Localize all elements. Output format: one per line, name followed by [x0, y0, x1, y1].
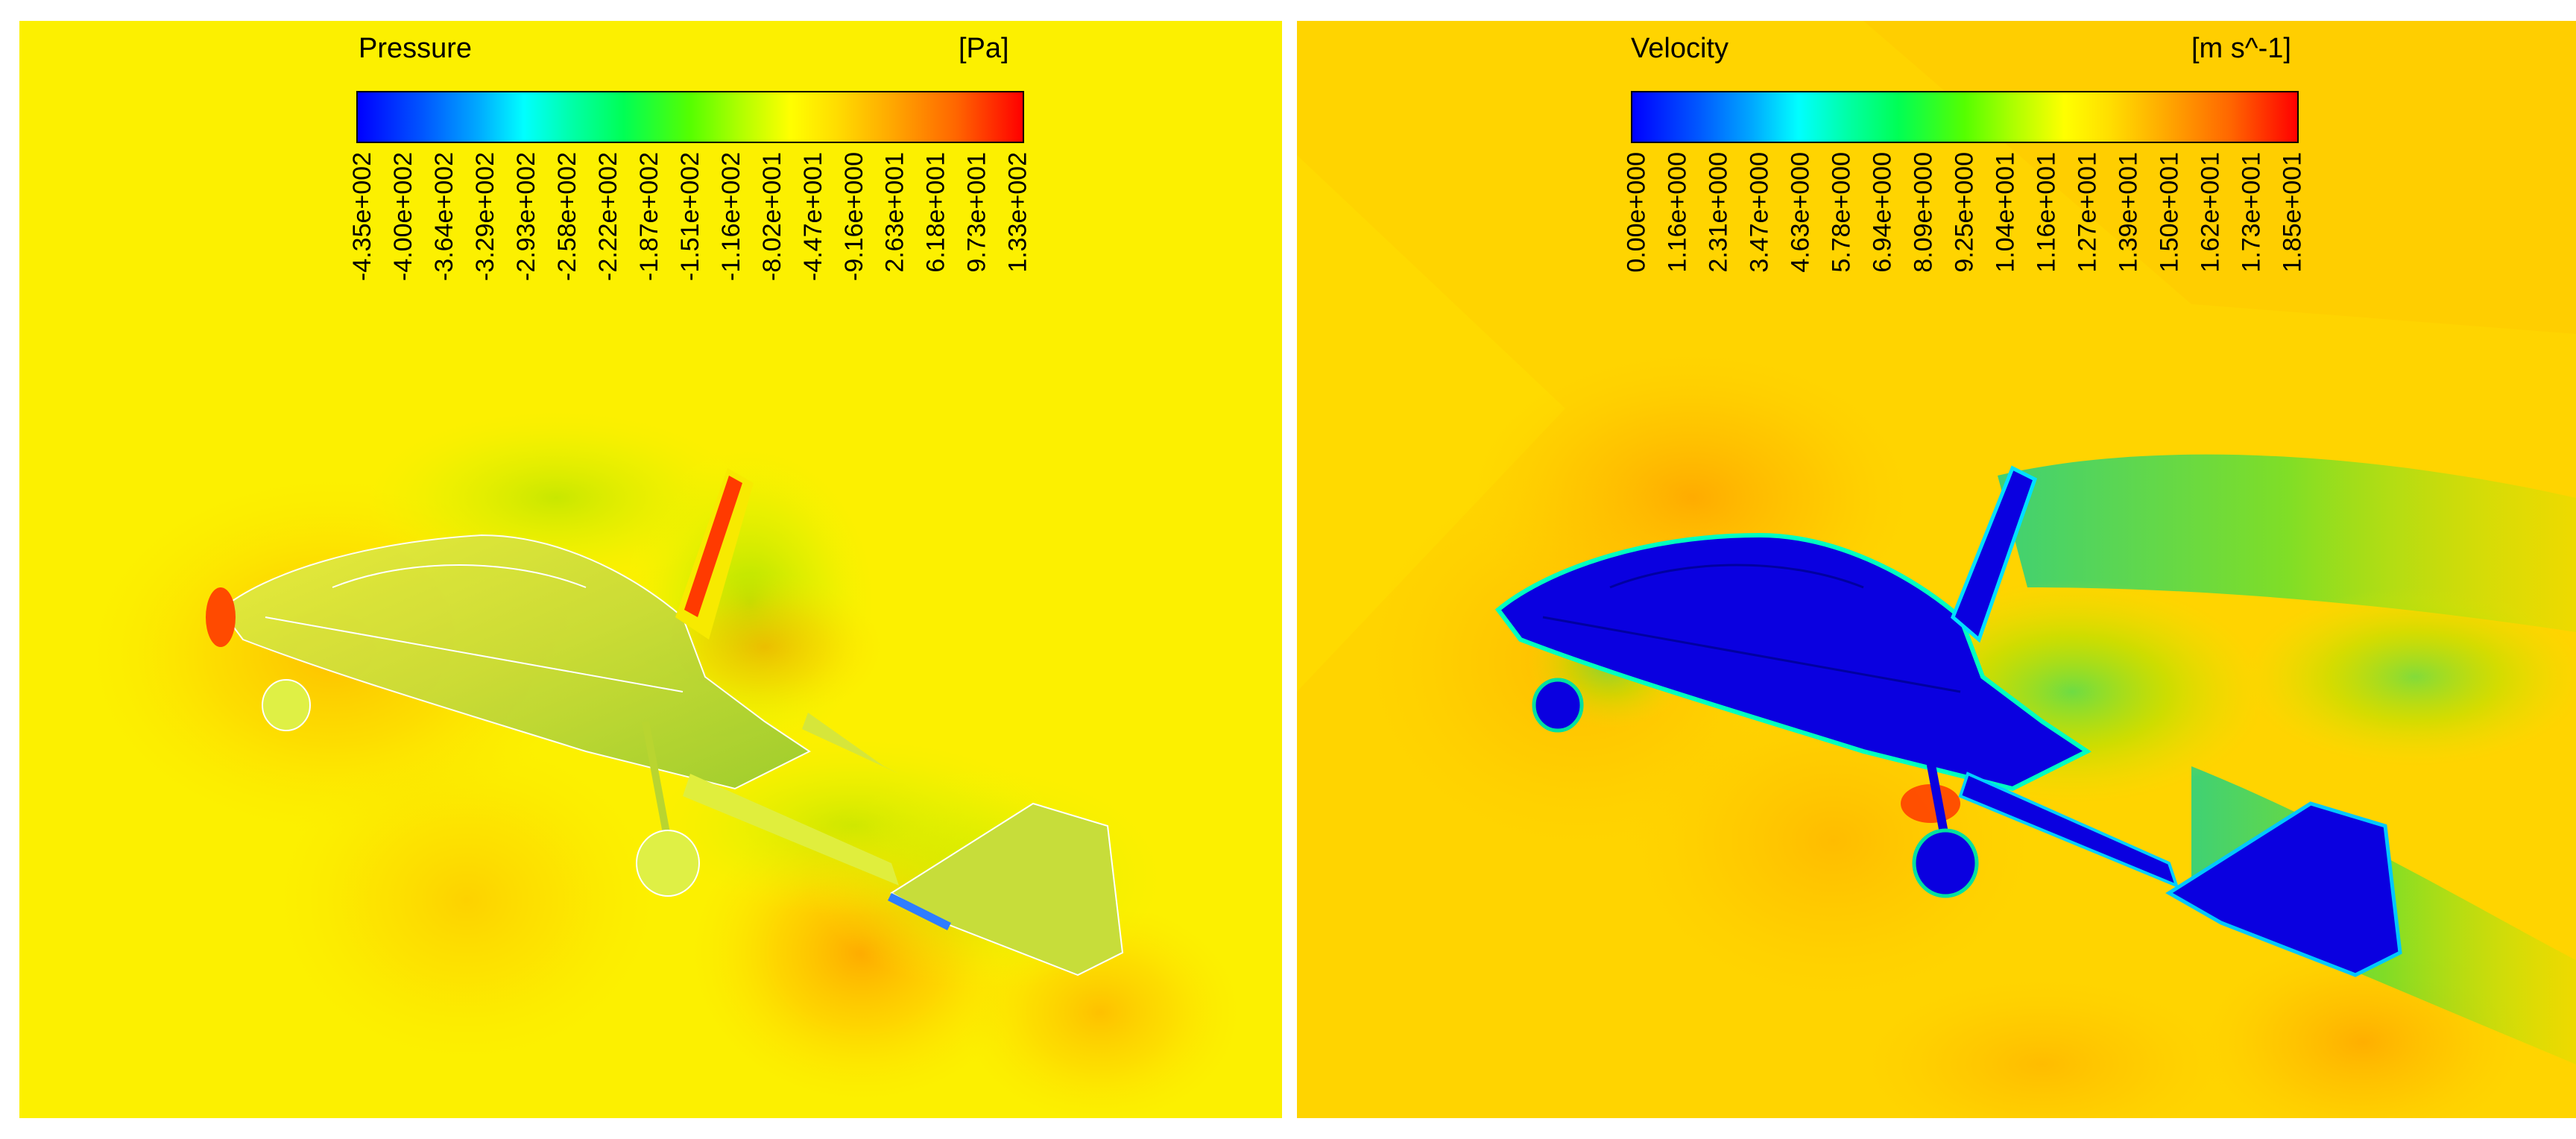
- colorbar-tick-text: 8.09e+000: [1910, 152, 1938, 273]
- colorbar-tick-text: 4.63e+000: [1787, 152, 1815, 273]
- colorbar-tick-text: 9.73e+001: [963, 152, 991, 273]
- pressure-field-plot: [86, 408, 1242, 1118]
- colorbar-tick-text: -4.47e+001: [799, 152, 827, 281]
- aircraft-surface: [206, 468, 1124, 976]
- colorbar-tick-text: 1.04e+001: [1992, 152, 2020, 273]
- colorbar-tick-text: 3.47e+000: [1746, 152, 1774, 273]
- colorbar-tick-text: 2.63e+001: [881, 152, 909, 273]
- colorbar-unit: [Pa]: [959, 33, 1009, 64]
- aircraft-surface: [1494, 465, 2402, 977]
- pressure-contour-panel: Pressure [Pa] -4.35e+002 -4.00e+002 -3.64e…: [19, 21, 1282, 1118]
- colorbar-tick-text: 6.18e+001: [922, 152, 950, 273]
- colorbar-tick-text: -1.16e+002: [717, 152, 745, 281]
- colorbar-tick-text: -2.22e+002: [594, 152, 622, 281]
- colorbar-tick-text: 1.62e+001: [2197, 152, 2225, 273]
- colorbar-title: Velocity: [1631, 33, 1729, 64]
- colorbar-tick-text: 1.33e+002: [1004, 152, 1032, 273]
- colorbar-tick-text: 5.78e+000: [1828, 152, 1856, 273]
- colorbar-tick-text: 6.94e+000: [1869, 152, 1897, 273]
- colorbar-tick-text: 9.25e+000: [1951, 152, 1979, 273]
- colorbar-tick-text: 2.31e+000: [1705, 152, 1733, 273]
- colorbar-tick-text: -4.00e+002: [389, 152, 417, 281]
- colorbar-tick-text: 0.00e+000: [1623, 152, 1651, 273]
- colorbar-tick-text: -4.35e+002: [348, 152, 376, 281]
- colorbar-tick-text: 1.85e+001: [2279, 152, 2307, 273]
- colorbar-tick-text: -2.58e+002: [553, 152, 581, 281]
- colorbar-tick-text: 1.50e+001: [2156, 152, 2184, 273]
- colorbar-tick-text: -1.51e+002: [676, 152, 704, 281]
- velocity-colorbar: [1631, 91, 2299, 143]
- colorbar-tick-text: -1.87e+002: [635, 152, 663, 281]
- colorbar-tick-text: -3.29e+002: [471, 152, 499, 281]
- velocity-field-plot: [1297, 21, 2576, 1118]
- colorbar-unit: [m s^-1]: [2191, 33, 2291, 64]
- colorbar-tick-text: -8.02e+001: [758, 152, 786, 281]
- pressure-colorbar: [356, 91, 1024, 143]
- colorbar-tick-text: 1.39e+001: [2115, 152, 2143, 273]
- velocity-contour-panel: Velocity [m s^-1] 0.00e+000 1.16e+000 2.31…: [1297, 21, 2576, 1118]
- colorbar-title: Pressure: [359, 33, 473, 64]
- colorbar-tick-text: 1.16e+000: [1664, 152, 1692, 273]
- colorbar-tick-text: 1.16e+001: [2033, 152, 2061, 273]
- colorbar-tick-text: 1.27e+001: [2074, 152, 2102, 273]
- colorbar-tick-text: -9.16e+000: [840, 152, 868, 281]
- colorbar-tick-text: -2.93e+002: [512, 152, 540, 281]
- colorbar-tick-text: 1.73e+001: [2238, 152, 2266, 273]
- colorbar-tick-text: -3.64e+002: [430, 152, 458, 281]
